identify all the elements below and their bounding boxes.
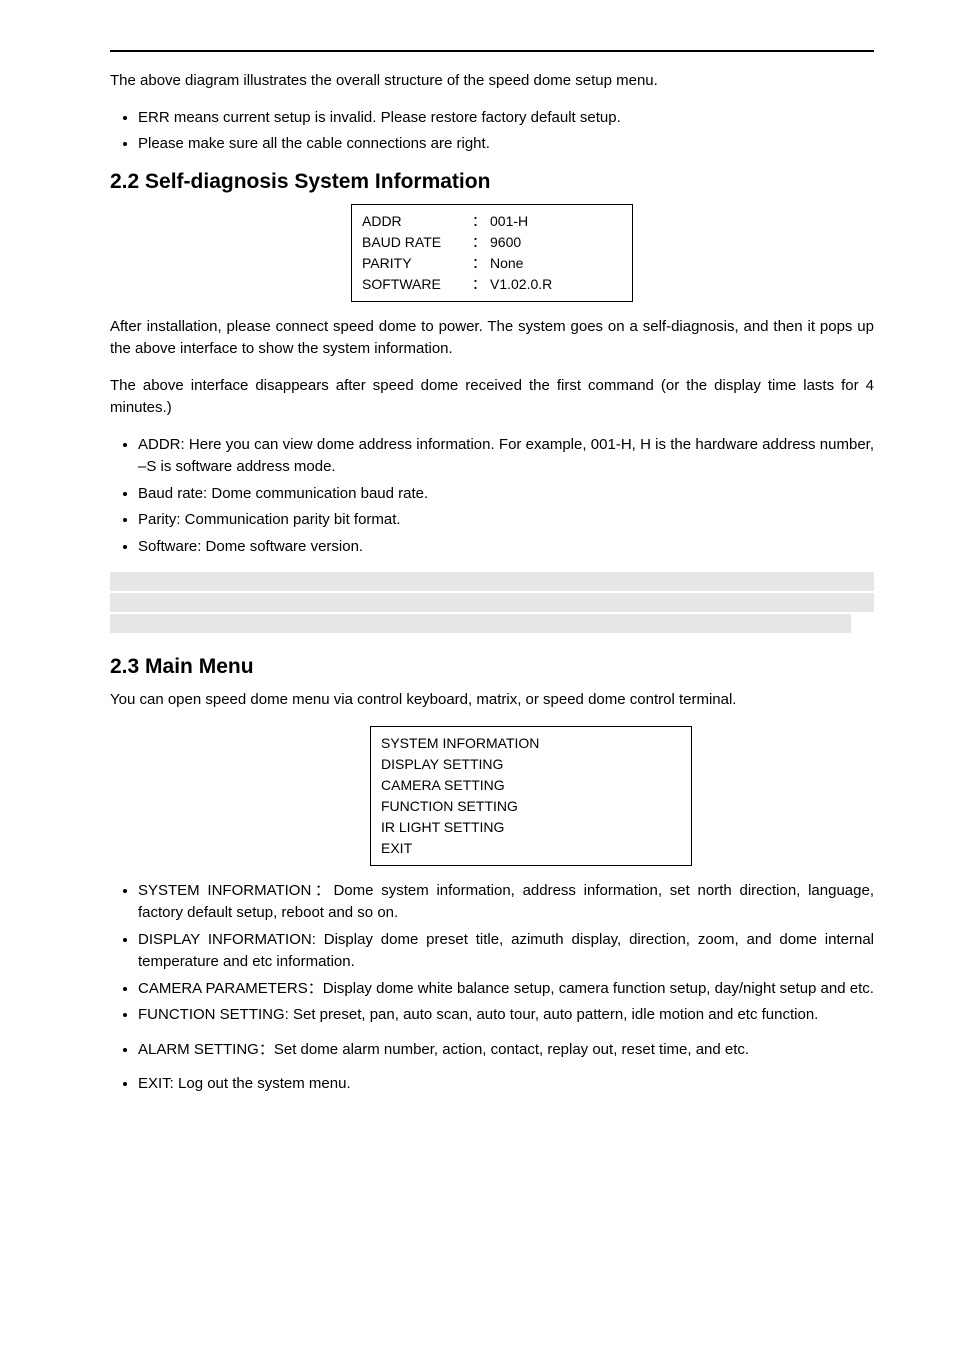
menu-line: EXIT xyxy=(381,838,681,859)
info-value: None xyxy=(490,253,523,274)
list-item: CAMERA PARAMETERS：Display dome white bal… xyxy=(138,978,874,1001)
list-item: ERR means current setup is invalid. Plea… xyxy=(138,107,874,130)
list-item: Please make sure all the cable connectio… xyxy=(138,133,874,156)
info-value: 9600 xyxy=(490,232,521,253)
section-2-3-heading: 2.3 Main Menu xyxy=(110,655,874,679)
grey-bar xyxy=(110,572,874,591)
section-2-2-para-1: After installation, please connect speed… xyxy=(110,316,874,361)
menu-line: CAMERA SETTING xyxy=(381,775,681,796)
list-item: FUNCTION SETTING: Set preset, pan, auto … xyxy=(138,1004,874,1027)
info-row: BAUD RATE ： 9600 xyxy=(362,232,622,253)
list-item: DISPLAY INFORMATION: Display dome preset… xyxy=(138,929,874,974)
top-horizontal-rule xyxy=(110,50,874,52)
self-diagnosis-info-box: ADDR ： 001-H BAUD RATE ： 9600 PARITY ： N… xyxy=(351,204,633,302)
info-row: PARITY ： None xyxy=(362,253,622,274)
info-colon: ： xyxy=(472,274,490,295)
main-menu-box: SYSTEM INFORMATION DISPLAY SETTING CAMER… xyxy=(370,726,692,866)
menu-line: SYSTEM INFORMATION xyxy=(381,733,681,754)
info-row: SOFTWARE ： V1.02.0.R xyxy=(362,274,622,295)
info-label: SOFTWARE xyxy=(362,274,472,295)
info-colon: ： xyxy=(472,232,490,253)
list-item: Parity: Communication parity bit format. xyxy=(138,509,874,532)
info-label: PARITY xyxy=(362,253,472,274)
menu-line: FUNCTION SETTING xyxy=(381,796,681,817)
info-label: ADDR xyxy=(362,211,472,232)
intro-paragraph: The above diagram illustrates the overal… xyxy=(110,70,874,93)
section-2-2-heading: 2.2 Self-diagnosis System Information xyxy=(110,170,874,194)
intro-bullet-list: ERR means current setup is invalid. Plea… xyxy=(110,107,874,156)
list-item: ADDR: Here you can view dome address inf… xyxy=(138,434,874,479)
section-2-3-para-1: You can open speed dome menu via control… xyxy=(110,689,874,712)
grey-highlight-bars xyxy=(110,572,874,633)
info-row: ADDR ： 001-H xyxy=(362,211,622,232)
grey-bar xyxy=(110,614,851,633)
info-label: BAUD RATE xyxy=(362,232,472,253)
info-colon: ： xyxy=(472,253,490,274)
info-value: 001-H xyxy=(490,211,528,232)
list-item: ALARM SETTING：Set dome alarm number, act… xyxy=(138,1039,874,1062)
menu-line: IR LIGHT SETTING xyxy=(381,817,681,838)
section-2-2-bullet-list: ADDR: Here you can view dome address inf… xyxy=(110,434,874,559)
menu-line: DISPLAY SETTING xyxy=(381,754,681,775)
section-2-2-para-2: The above interface disappears after spe… xyxy=(110,375,874,420)
list-item: Software: Dome software version. xyxy=(138,536,874,559)
list-item: Baud rate: Dome communication baud rate. xyxy=(138,483,874,506)
list-item: EXIT: Log out the system menu. xyxy=(138,1073,874,1096)
grey-bar xyxy=(110,593,874,612)
section-2-3-bullet-list: SYSTEM INFORMATION：Dome system informati… xyxy=(110,880,874,1096)
info-value: V1.02.0.R xyxy=(490,274,552,295)
info-colon: ： xyxy=(472,211,490,232)
list-item: SYSTEM INFORMATION：Dome system informati… xyxy=(138,880,874,925)
